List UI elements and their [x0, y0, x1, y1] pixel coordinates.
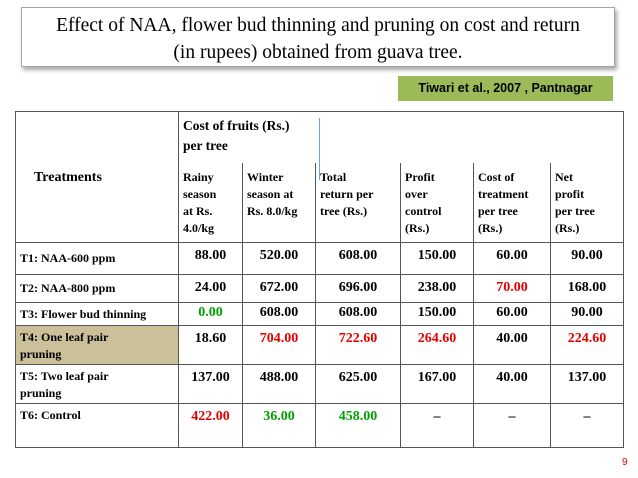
- cell: 60.00: [473, 302, 551, 326]
- header-row-2: Rainy season at Rs. 4.0/kg Winter season at R…: [16, 162, 625, 243]
- row-label: T6: Control: [15, 403, 179, 448]
- title-line-2: (in rupees) obtained from guava tree.: [173, 42, 463, 63]
- header-row-1: Treatments Cost of fruits (Rs.) per tree: [15, 111, 625, 243]
- cell: –: [400, 403, 474, 448]
- cell: 40.00: [473, 364, 551, 404]
- cell: 167.00: [400, 364, 474, 404]
- cell: 488.00: [242, 364, 316, 404]
- col-header-profit: Profit over control (Rs.): [400, 162, 474, 243]
- cell: 238.00: [400, 274, 474, 303]
- col-header-net-profit: Net profit per tree (Rs.): [549, 162, 625, 243]
- cell: 24.00: [178, 274, 243, 303]
- row-label: T1: NAA-600 ppm: [15, 242, 179, 275]
- table-row-t3: T3: Flower bud thinning 0.00 608.00 608.…: [15, 302, 625, 326]
- cell: 137.00: [549, 364, 625, 404]
- cell: –: [549, 403, 625, 448]
- cell: 608.00: [315, 242, 401, 275]
- citation-badge: Tiwari et al., 2007 , Pantnagar: [398, 76, 613, 101]
- row-label: T4: One leaf pair pruning: [15, 325, 179, 365]
- col-header-rainy: Rainy season at Rs. 4.0/kg: [178, 162, 243, 243]
- cell: –: [473, 403, 551, 448]
- cell: 88.00: [178, 242, 243, 275]
- treatments-header: Treatments: [15, 111, 179, 243]
- table-row-t2: T2: NAA-800 ppm 24.00 672.00 696.00 238.…: [15, 274, 625, 303]
- col-header-cost-treatment: Cost of treatment per tree (Rs.): [473, 162, 551, 243]
- cell: 0.00: [178, 302, 243, 326]
- row-label: T5: Two leaf pair pruning: [15, 364, 179, 404]
- cell: 18.60: [178, 325, 243, 365]
- cell: 520.00: [242, 242, 316, 275]
- page-number: 9: [622, 457, 628, 468]
- cell: 36.00: [242, 403, 316, 448]
- table-row-t4: T4: One leaf pair pruning 18.60 704.00 72…: [15, 325, 625, 365]
- cell: 696.00: [315, 274, 401, 303]
- slide-title: Effect of NAA, flower bud thinning and p…: [21, 7, 615, 67]
- table-row-t5: T5: Two leaf pair pruning 137.00 488.00 6…: [15, 364, 625, 404]
- cell: 625.00: [315, 364, 401, 404]
- cell: 150.00: [400, 302, 474, 326]
- cell: 224.60: [549, 325, 625, 365]
- cell: 264.60: [400, 325, 474, 365]
- cell: 40.00: [473, 325, 551, 365]
- row-label: T3: Flower bud thinning: [15, 302, 179, 326]
- cell: 137.00: [178, 364, 243, 404]
- cell: 422.00: [178, 403, 243, 448]
- cell: 608.00: [242, 302, 316, 326]
- table-row-t6: T6: Control 422.00 36.00 458.00 – – –: [15, 403, 625, 448]
- table-row-t1: T1: NAA-600 ppm 88.00 520.00 608.00 150.…: [15, 242, 625, 275]
- cell: 608.00: [315, 302, 401, 326]
- cell: 168.00: [549, 274, 625, 303]
- results-table: Treatments Cost of fruits (Rs.) per tree…: [15, 111, 625, 448]
- row-label: T2: NAA-800 ppm: [15, 274, 179, 303]
- cell: 672.00: [242, 274, 316, 303]
- cell: 90.00: [549, 242, 625, 275]
- col-header-winter: Winter season at Rs. 8.0/kg: [242, 162, 316, 243]
- title-line-1: Effect of NAA, flower bud thinning and p…: [56, 15, 580, 36]
- col-header-total-return: Total return per tree (Rs.): [315, 162, 401, 243]
- cost-of-fruits-header: Cost of fruits (Rs.) per tree: [177, 111, 625, 163]
- cell: 70.00: [473, 274, 551, 303]
- cell: 60.00: [473, 242, 551, 275]
- cell: 90.00: [549, 302, 625, 326]
- cell: 458.00: [315, 403, 401, 448]
- cell: 722.60: [315, 325, 401, 365]
- cell: 704.00: [242, 325, 316, 365]
- cell: 150.00: [400, 242, 474, 275]
